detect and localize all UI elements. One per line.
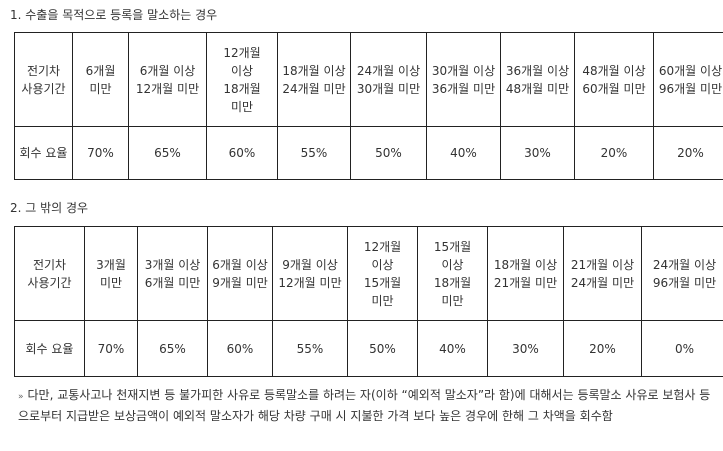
section2-title: 2. 그 밖의 경우 bbox=[10, 201, 89, 215]
period-cell: 48개월 이상 60개월 미만 bbox=[574, 32, 654, 127]
note-bullet-icon: » bbox=[18, 392, 24, 402]
rate-row: 회수 요율 70% 65% 60% 55% 50% 40% 30% 20% 20… bbox=[14, 126, 723, 180]
row-header-period: 전기차 사용기간 bbox=[14, 32, 73, 127]
rate-cell: 55% bbox=[277, 126, 351, 180]
period-cell: 12개월 이상 15개월 미만 bbox=[347, 226, 418, 321]
period-row: 전기차 사용기간 3개월 미만 3개월 이상 6개월 미만 6개월 이상 9개월… bbox=[14, 226, 723, 321]
rate-cell: 55% bbox=[272, 320, 348, 377]
period-cell: 30개월 이상 36개월 미만 bbox=[426, 32, 501, 127]
rate-cell: 65% bbox=[128, 126, 207, 180]
rate-cell: 30% bbox=[487, 320, 564, 377]
rate-cell: 30% bbox=[500, 126, 575, 180]
period-cell: 18개월 이상 24개월 미만 bbox=[277, 32, 351, 127]
period-cell: 18개월 이상 21개월 미만 bbox=[487, 226, 564, 321]
rate-cell: 50% bbox=[347, 320, 418, 377]
rate-cell: 20% bbox=[653, 126, 723, 180]
period-cell: 24개월 이상 96개월 미만 bbox=[641, 226, 723, 321]
period-cell: 9개월 이상 12개월 미만 bbox=[272, 226, 348, 321]
recovery-rate-table-other: 전기차 사용기간 3개월 미만 3개월 이상 6개월 미만 6개월 이상 9개월… bbox=[14, 226, 723, 377]
row-header-period: 전기차 사용기간 bbox=[14, 226, 85, 321]
row-header-rate: 회수 요율 bbox=[14, 126, 73, 180]
period-cell: 3개월 이상 6개월 미만 bbox=[137, 226, 208, 321]
period-cell: 60개월 이상 96개월 미만 bbox=[653, 32, 723, 127]
recovery-rate-table-export: 전기차 사용기간 6개월 미만 6개월 이상 12개월 미만 12개월 이상 1… bbox=[14, 32, 723, 180]
period-cell: 36개월 이상 48개월 미만 bbox=[500, 32, 575, 127]
rate-cell: 40% bbox=[426, 126, 501, 180]
rate-cell: 20% bbox=[563, 320, 642, 377]
period-row: 전기차 사용기간 6개월 미만 6개월 이상 12개월 미만 12개월 이상 1… bbox=[14, 32, 723, 127]
rate-cell: 70% bbox=[84, 320, 138, 377]
rate-cell: 40% bbox=[417, 320, 488, 377]
period-cell: 24개월 이상 30개월 미만 bbox=[350, 32, 427, 127]
period-cell: 15개월 이상 18개월 미만 bbox=[417, 226, 488, 321]
rate-cell: 70% bbox=[72, 126, 129, 180]
note-text: 다만, 교통사고나 천재지변 등 불가피한 사유로 등록말소를 하려는 자(이하… bbox=[18, 388, 711, 423]
period-cell: 6개월 미만 bbox=[72, 32, 129, 127]
rate-row: 회수 요율 70% 65% 60% 55% 50% 40% 30% 20% 0% bbox=[14, 320, 723, 377]
period-cell: 6개월 이상 12개월 미만 bbox=[128, 32, 207, 127]
section1-title: 1. 수출을 목적으로 등록을 말소하는 경우 bbox=[10, 8, 218, 22]
rate-cell: 0% bbox=[641, 320, 723, 377]
period-cell: 12개월 이상 18개월 미만 bbox=[206, 32, 278, 127]
rate-cell: 60% bbox=[206, 126, 278, 180]
rate-cell: 20% bbox=[574, 126, 654, 180]
period-cell: 21개월 이상 24개월 미만 bbox=[563, 226, 642, 321]
rate-cell: 60% bbox=[207, 320, 273, 377]
rate-cell: 65% bbox=[137, 320, 208, 377]
period-cell: 3개월 미만 bbox=[84, 226, 138, 321]
row-header-rate: 회수 요율 bbox=[14, 320, 85, 377]
exception-note: » 다만, 교통사고나 천재지변 등 불가피한 사유로 등록말소를 하려는 자(이… bbox=[18, 386, 718, 426]
period-cell: 6개월 이상 9개월 미만 bbox=[207, 226, 273, 321]
rate-cell: 50% bbox=[350, 126, 427, 180]
